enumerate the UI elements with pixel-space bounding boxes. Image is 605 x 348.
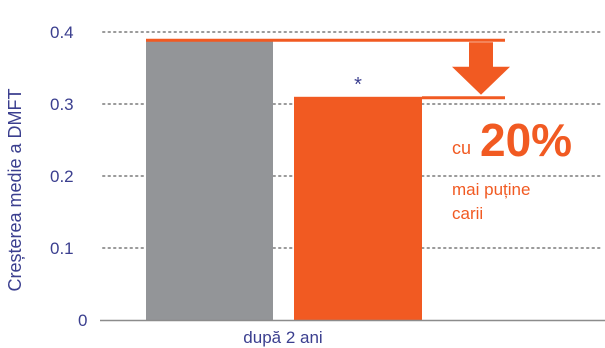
bar-orange xyxy=(294,96,422,320)
y-tick-label: 0.1 xyxy=(50,239,74,258)
significance-marker: * xyxy=(354,74,362,96)
y-tick-label: 0 xyxy=(78,311,87,330)
y-axis-label: Creșterea medie a DMFT xyxy=(5,88,25,291)
annotation-line-1: mai puține xyxy=(452,180,530,199)
y-tick-label: 0.4 xyxy=(50,23,74,42)
y-tick-label: 0.3 xyxy=(50,95,74,114)
down-arrow-icon xyxy=(452,42,510,95)
y-tick-labels: 0 0.1 0.2 0.3 0.4 xyxy=(50,23,87,330)
annotation-percentage: 20% xyxy=(480,114,572,166)
x-category-label: după 2 ani xyxy=(243,328,322,347)
bar-gray xyxy=(146,39,273,320)
annotation-prefix: cu xyxy=(452,138,471,158)
y-tick-label: 0.2 xyxy=(50,167,74,186)
annotation-line-2: carii xyxy=(452,204,483,223)
